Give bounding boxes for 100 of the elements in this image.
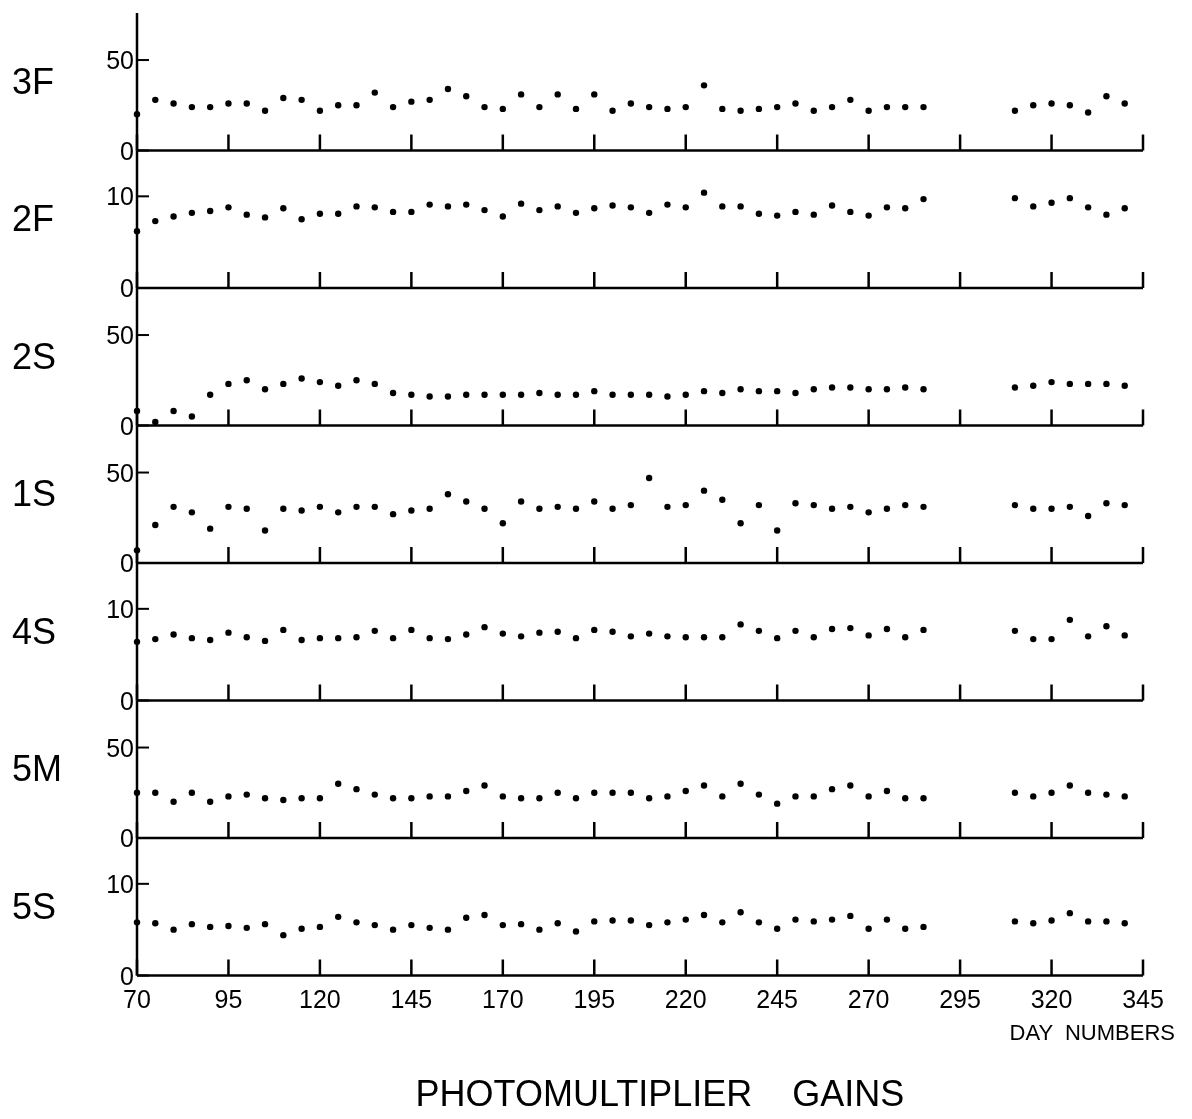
- point: [335, 382, 342, 389]
- point: [1121, 100, 1128, 107]
- point: [883, 103, 891, 111]
- point: [353, 203, 360, 210]
- point: [517, 633, 525, 640]
- point: [1084, 789, 1092, 796]
- y-axis-title: 5S: [12, 885, 57, 927]
- point: [206, 103, 214, 111]
- point: [353, 503, 360, 511]
- point: [792, 389, 799, 397]
- point: [536, 103, 543, 111]
- point: [645, 474, 653, 482]
- point: [206, 798, 214, 806]
- point: [591, 387, 598, 395]
- point: [353, 634, 360, 641]
- point: [755, 387, 763, 395]
- point: [499, 105, 507, 113]
- point: [682, 391, 689, 398]
- point: [609, 789, 616, 796]
- point: [810, 793, 817, 800]
- point: [408, 391, 415, 398]
- point: [280, 505, 287, 512]
- point: [298, 925, 305, 932]
- point: [481, 103, 488, 111]
- point: [883, 787, 891, 795]
- y-tick-label: 50: [106, 46, 134, 75]
- point: [243, 924, 250, 932]
- point: [444, 393, 452, 400]
- point: [133, 407, 141, 415]
- point: [664, 393, 671, 400]
- point: [536, 505, 543, 512]
- point: [1084, 204, 1092, 211]
- x-tick-label: 170: [481, 984, 524, 1013]
- point: [554, 391, 561, 398]
- point: [243, 211, 250, 218]
- point: [737, 621, 744, 628]
- point: [243, 634, 250, 641]
- point: [755, 627, 763, 635]
- y-tick-label: 0: [120, 686, 134, 715]
- point: [737, 107, 744, 114]
- y-tick-label: 10: [106, 594, 134, 623]
- point: [481, 206, 488, 214]
- y-tick-label: 0: [120, 549, 134, 577]
- x-axis-title: DAY NUMBERS: [1009, 1019, 1175, 1045]
- point: [554, 503, 561, 511]
- point: [1030, 635, 1037, 643]
- point: [1011, 501, 1019, 509]
- point: [902, 925, 909, 932]
- point: [316, 923, 324, 931]
- point: [536, 926, 543, 933]
- point: [188, 209, 196, 217]
- point: [700, 487, 708, 494]
- point: [206, 525, 214, 532]
- point: [1121, 632, 1128, 639]
- point: [1084, 109, 1092, 116]
- point: [719, 389, 726, 397]
- point: [1103, 211, 1110, 218]
- point: [298, 216, 305, 223]
- point: [170, 926, 177, 933]
- x-tick-label: 345: [1122, 984, 1164, 1013]
- point: [499, 921, 507, 929]
- point: [719, 105, 726, 113]
- point: [554, 628, 561, 635]
- point: [408, 921, 415, 929]
- point: [865, 632, 872, 639]
- point: [902, 634, 909, 641]
- point: [408, 795, 415, 802]
- point: [773, 925, 781, 932]
- point: [700, 911, 708, 919]
- point: [719, 634, 726, 641]
- point: [225, 503, 232, 511]
- point: [316, 503, 324, 511]
- point: [847, 384, 854, 391]
- point: [371, 627, 378, 635]
- point: [261, 637, 269, 645]
- point: [609, 107, 616, 114]
- point: [1121, 920, 1128, 927]
- point: [517, 498, 525, 505]
- point: [1048, 789, 1055, 796]
- point: [316, 210, 324, 217]
- point: [865, 386, 872, 393]
- point: [700, 387, 708, 395]
- point: [1121, 205, 1128, 212]
- point: [225, 204, 232, 211]
- point: [572, 391, 580, 398]
- point: [664, 793, 671, 800]
- point: [847, 624, 854, 632]
- point: [609, 505, 616, 512]
- point: [1030, 203, 1037, 210]
- point: [481, 911, 488, 919]
- point: [810, 386, 817, 393]
- point: [133, 227, 141, 235]
- point: [572, 928, 580, 935]
- point: [609, 917, 616, 924]
- point: [902, 501, 909, 509]
- point: [591, 91, 598, 98]
- point: [773, 103, 781, 111]
- point: [700, 634, 708, 641]
- point: [170, 798, 177, 806]
- point: [554, 920, 561, 927]
